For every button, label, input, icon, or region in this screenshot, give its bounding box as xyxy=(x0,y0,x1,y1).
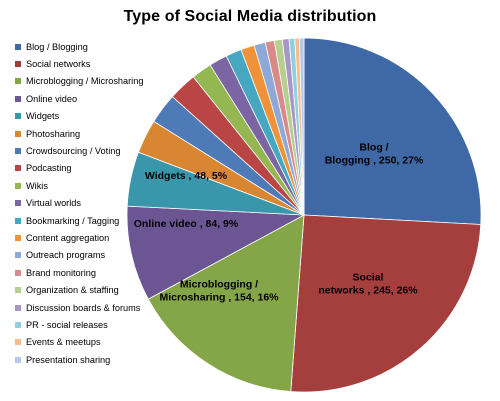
slice-label: Online video , 84, 9% xyxy=(134,218,239,230)
legend-item: Microblogging / Microsharing xyxy=(15,73,143,90)
legend-item: Brand monitoring xyxy=(15,264,135,281)
legend-item: Wikis xyxy=(15,177,135,194)
legend-item: Podcasting xyxy=(15,160,135,177)
legend-label: Events & meetups xyxy=(26,337,101,348)
legend-item: Discussion boards & forums xyxy=(15,299,140,316)
legend-label: Crowdsourcing / Voting xyxy=(26,146,121,157)
legend-label: Social networks xyxy=(26,59,91,70)
legend-swatch xyxy=(15,61,21,68)
legend-label: PR - social releases xyxy=(26,319,108,330)
legend-swatch xyxy=(15,200,21,207)
legend-label: Discussion boards & forums xyxy=(26,302,141,313)
legend-label: Presentation sharing xyxy=(26,354,111,365)
chart-title: Type of Social Media distribution xyxy=(123,8,377,25)
legend-item: Widgets xyxy=(15,108,135,125)
legend-label: Bookmarking / Tagging xyxy=(26,215,120,226)
legend-swatch xyxy=(15,78,21,85)
legend-swatch xyxy=(15,95,21,102)
legend-label: Outreach programs xyxy=(26,250,106,261)
legend-item: Organization & staffing xyxy=(15,281,135,298)
legend-swatch xyxy=(15,113,21,120)
legend-item: Outreach programs xyxy=(15,247,135,264)
legend-swatch xyxy=(15,356,21,363)
legend-label: Blog / Blogging xyxy=(26,41,88,52)
legend-item: Photosharing xyxy=(15,125,135,142)
legend-label: Photosharing xyxy=(26,128,81,139)
legend-item: PR - social releases xyxy=(15,316,135,333)
legend-swatch xyxy=(15,165,21,172)
legend-swatch xyxy=(15,287,21,294)
legend-label: Wikis xyxy=(26,180,48,191)
legend-item: Blog / Blogging xyxy=(15,38,135,55)
legend-swatch xyxy=(15,321,21,328)
legend-item: Virtual worlds xyxy=(15,195,135,212)
legend-item: Online video xyxy=(15,90,135,107)
legend-swatch xyxy=(15,269,21,276)
legend-swatch xyxy=(15,252,21,259)
legend-label: Podcasting xyxy=(26,163,72,174)
slice-label: Widgets , 48, 5% xyxy=(145,170,228,182)
pie-slices xyxy=(126,37,482,393)
legend-label: Online video xyxy=(26,93,78,104)
legend-swatch xyxy=(15,130,21,137)
legend-swatch xyxy=(15,182,21,189)
legend-item: Content aggregation xyxy=(15,229,135,246)
slice-label: Social networks , 245, 26% xyxy=(318,272,418,297)
legend-swatch xyxy=(15,43,21,50)
legend-label: Microblogging / Microsharing xyxy=(26,76,144,87)
legend-swatch xyxy=(15,217,21,224)
legend-label: Widgets xyxy=(26,111,60,122)
legend-swatch xyxy=(15,304,21,311)
legend-swatch xyxy=(15,234,21,241)
legend-item: Social networks xyxy=(15,55,135,72)
pie-slice-social-networks xyxy=(290,214,482,393)
legend-label: Virtual worlds xyxy=(26,198,81,209)
pie-labels: Blog / Blogging , 250, 27% Social networks … xyxy=(134,142,424,304)
legend-label: Content aggregation xyxy=(26,232,110,243)
legend-item: Bookmarking / Tagging xyxy=(15,212,135,229)
legend-swatch xyxy=(15,148,21,155)
pie-slice-blog-blogging xyxy=(303,37,482,225)
chart-legend: Blog / Blogging Social networks Microblogg… xyxy=(15,38,143,368)
pie-slice-presentation-sharing xyxy=(298,37,305,216)
legend-label: Organization & staffing xyxy=(26,285,119,296)
legend-label: Brand monitoring xyxy=(26,267,96,278)
legend-swatch xyxy=(15,339,21,346)
legend-item: Crowdsourcing / Voting xyxy=(15,142,135,159)
pie-slice-microblogging-microsharing xyxy=(147,214,305,392)
legend-item: Events & meetups xyxy=(15,334,135,351)
slice-label: Blog / Blogging , 250, 27% xyxy=(325,142,424,167)
pie-slice-online-video xyxy=(126,205,306,300)
slice-label: Microblogging / Microsharing , 154, 16% xyxy=(159,279,279,304)
legend-item: Presentation sharing xyxy=(15,351,135,368)
